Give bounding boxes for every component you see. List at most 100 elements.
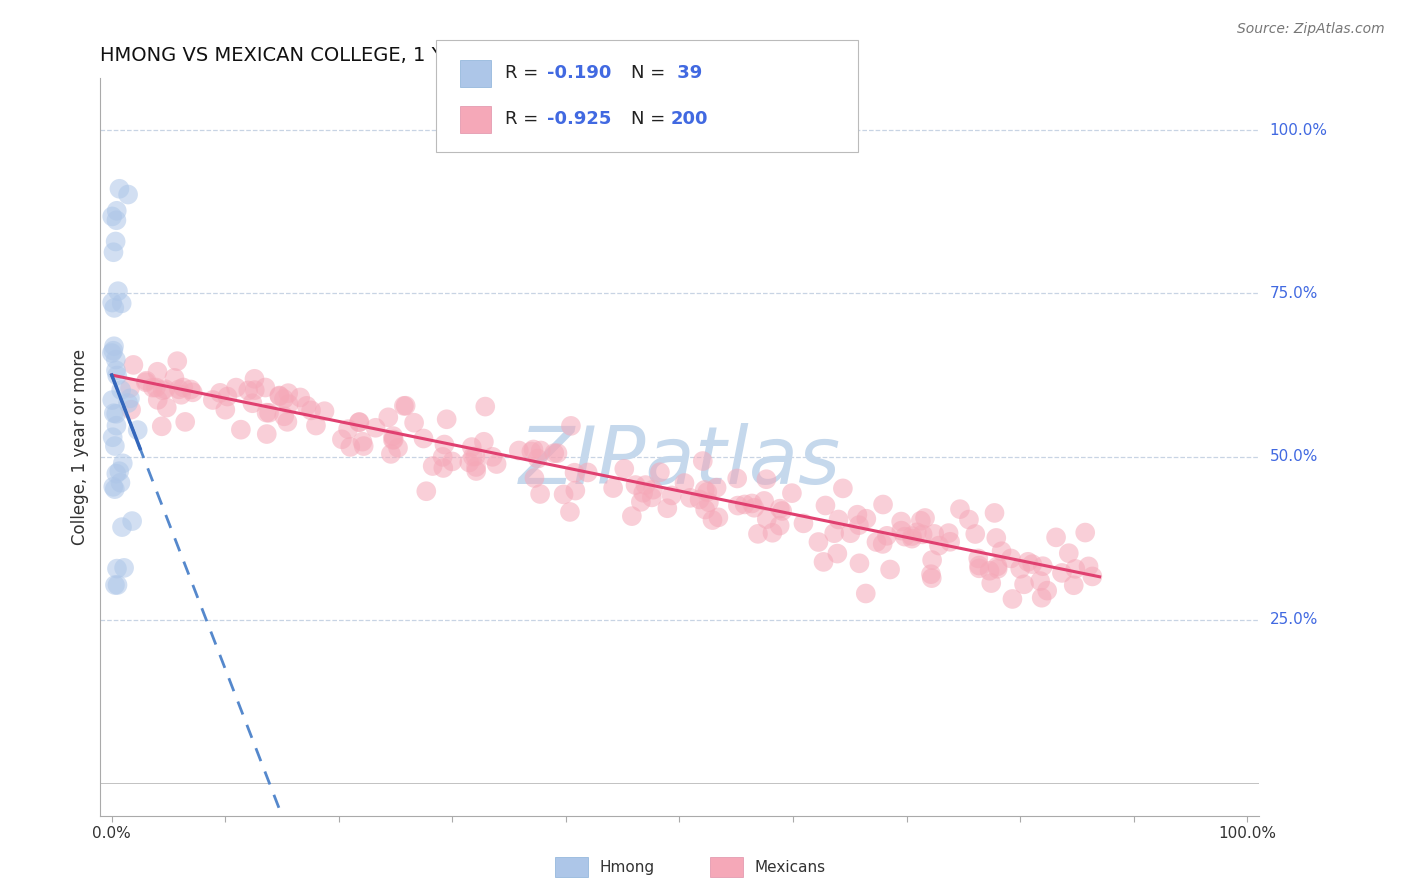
Y-axis label: College, 1 year or more: College, 1 year or more: [72, 349, 89, 545]
Point: [914, 511, 936, 525]
Point: [273, 409, 295, 424]
Point: [330, 432, 353, 446]
Point: [641, 483, 664, 497]
Point: [752, 494, 775, 508]
Point: [1029, 574, 1052, 588]
Point: [103, 301, 125, 315]
Point: [920, 567, 942, 582]
Point: [305, 418, 328, 433]
Point: [105, 407, 128, 421]
Point: [180, 383, 202, 397]
Point: [352, 434, 374, 449]
Point: [1032, 559, 1054, 574]
Point: [692, 454, 714, 468]
Point: [103, 406, 125, 420]
Point: [277, 397, 299, 411]
Point: [576, 466, 599, 480]
Point: [209, 385, 232, 400]
Point: [965, 527, 987, 541]
Point: [353, 439, 375, 453]
Point: [1063, 578, 1085, 592]
Point: [436, 412, 458, 426]
Point: [225, 381, 247, 395]
Point: [380, 447, 402, 461]
Point: [1077, 559, 1099, 574]
Point: [769, 501, 792, 516]
Point: [742, 500, 765, 515]
Point: [238, 384, 260, 398]
Point: [314, 404, 336, 418]
Point: [725, 471, 748, 485]
Point: [939, 534, 962, 549]
Point: [1017, 555, 1039, 569]
Text: -0.190: -0.190: [547, 64, 612, 82]
Point: [242, 396, 264, 410]
Point: [105, 213, 128, 227]
Point: [441, 454, 464, 468]
Text: 50.0%: 50.0%: [1270, 450, 1317, 464]
Point: [530, 443, 553, 458]
Point: [146, 392, 169, 407]
Text: HMONG VS MEXICAN COLLEGE, 1 YEAR OR MORE CORRELATION CHART: HMONG VS MEXICAN COLLEGE, 1 YEAR OR MORE…: [100, 46, 800, 65]
Point: [150, 419, 173, 434]
Point: [839, 526, 862, 541]
Point: [831, 482, 853, 496]
Point: [543, 446, 565, 460]
Point: [104, 482, 127, 496]
Point: [967, 558, 990, 573]
Point: [522, 442, 544, 457]
Point: [101, 346, 124, 360]
Point: [876, 529, 898, 543]
Point: [110, 383, 132, 397]
Point: [938, 526, 960, 541]
Point: [928, 539, 950, 553]
Point: [101, 210, 124, 224]
Point: [702, 513, 724, 527]
Point: [520, 444, 543, 458]
Point: [905, 525, 928, 540]
Text: N =: N =: [631, 64, 671, 82]
Point: [299, 403, 322, 417]
Point: [101, 295, 124, 310]
Point: [747, 526, 769, 541]
Point: [111, 296, 134, 310]
Point: [135, 374, 157, 388]
Point: [117, 396, 139, 410]
Point: [103, 480, 125, 494]
Point: [243, 372, 266, 386]
Point: [813, 555, 835, 569]
Point: [395, 399, 418, 413]
Point: [986, 531, 1008, 545]
Point: [807, 535, 830, 549]
Point: [755, 512, 778, 526]
Point: [145, 380, 167, 394]
Point: [481, 450, 503, 464]
Point: [290, 391, 312, 405]
Point: [613, 462, 636, 476]
Point: [107, 284, 129, 298]
Point: [142, 381, 165, 395]
Point: [146, 365, 169, 379]
Text: 100.0%: 100.0%: [1270, 122, 1327, 137]
Point: [464, 450, 486, 464]
Point: [485, 457, 508, 471]
Point: [879, 562, 901, 576]
Point: [118, 392, 141, 406]
Point: [1010, 562, 1032, 576]
Point: [347, 415, 370, 429]
Point: [648, 465, 671, 479]
Point: [121, 514, 143, 528]
Point: [770, 504, 793, 518]
Point: [564, 483, 586, 498]
Point: [155, 382, 177, 396]
Point: [679, 491, 702, 505]
Point: [707, 510, 730, 524]
Point: [1064, 562, 1087, 576]
Point: [105, 203, 128, 218]
Point: [461, 450, 484, 464]
Point: [689, 492, 711, 507]
Point: [657, 501, 679, 516]
Point: [461, 440, 484, 454]
Point: [295, 399, 318, 413]
Point: [894, 530, 917, 544]
